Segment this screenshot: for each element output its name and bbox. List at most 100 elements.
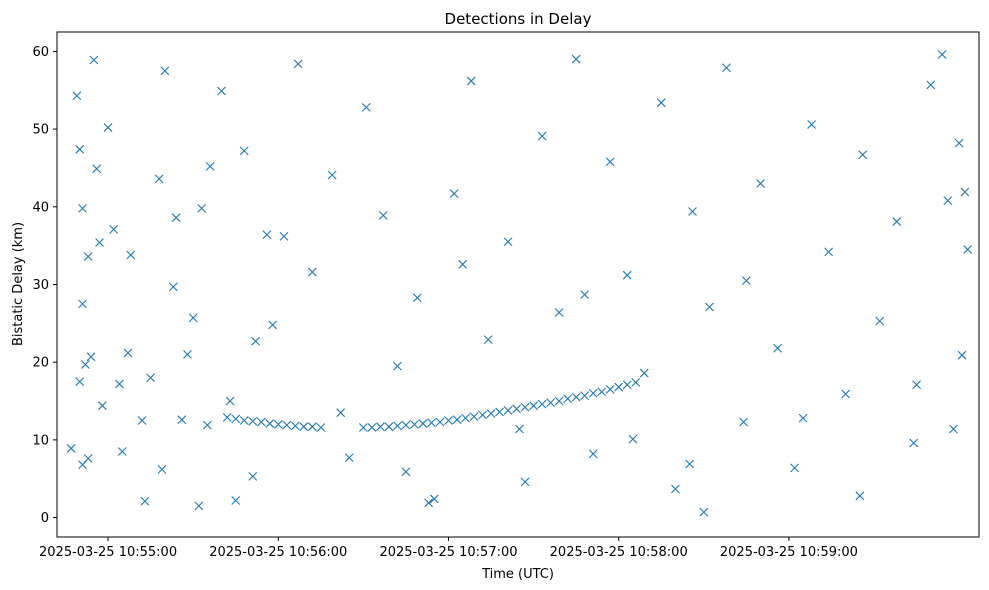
data-point (336, 408, 346, 418)
data-point (239, 416, 249, 425)
data-point (384, 422, 394, 432)
data-point (248, 416, 258, 426)
data-point (157, 465, 167, 474)
data-point (444, 416, 453, 425)
data-point (588, 449, 598, 459)
data-point (427, 418, 436, 428)
data-point (66, 444, 76, 453)
data-point (807, 120, 817, 129)
data-point (656, 98, 666, 108)
data-point (80, 360, 90, 369)
data-point (960, 187, 970, 197)
data-point (503, 405, 513, 415)
data-point (78, 299, 87, 309)
data-point (299, 422, 309, 432)
data-point (841, 389, 851, 399)
data-point (699, 507, 709, 517)
x-axis-ticks: 2025-03-25 10:55:00 2025-03-25 10:56:00 20… (39, 537, 858, 560)
data-point (529, 401, 538, 411)
data-point (358, 423, 368, 432)
data-point (140, 496, 150, 506)
data-point (98, 401, 107, 411)
y-axis-ticks: 0 10 20 30 40 50 60 (32, 45, 57, 526)
data-point (137, 416, 147, 425)
data-point (75, 144, 85, 154)
data-point (86, 352, 96, 362)
data-point (393, 361, 402, 371)
data-point (307, 422, 317, 432)
data-point (773, 343, 782, 353)
data-point (89, 55, 99, 65)
data-point (943, 196, 953, 205)
data-point (435, 417, 445, 427)
data-point (954, 138, 964, 148)
data-point (202, 420, 212, 430)
data-point (503, 237, 513, 247)
data-point (520, 477, 530, 487)
data-point (239, 146, 249, 156)
data-point (520, 402, 530, 412)
data-point (546, 398, 556, 407)
data-point (741, 276, 751, 286)
data-point (146, 373, 156, 383)
data-point (685, 459, 695, 469)
data-point (412, 293, 422, 303)
data-point (197, 203, 207, 213)
data-point (554, 308, 564, 317)
data-point (605, 157, 615, 167)
data-point (378, 210, 388, 220)
data-point (92, 164, 102, 174)
data-point (790, 463, 799, 473)
y-tick-label: 20 (32, 356, 49, 371)
x-axis-title: Time (UTC) (481, 567, 554, 582)
y-tick-label: 30 (32, 278, 49, 293)
data-point (722, 63, 731, 73)
data-point (912, 380, 921, 390)
data-point (937, 50, 947, 59)
data-point (231, 496, 241, 505)
data-point (957, 350, 967, 360)
data-point (622, 380, 632, 390)
data-point (75, 377, 85, 387)
data-point (458, 259, 468, 269)
data-point (631, 378, 641, 387)
data-point (949, 424, 958, 434)
data-point (327, 170, 337, 180)
data-point (265, 419, 275, 428)
data-point (892, 217, 902, 226)
data-point (926, 80, 936, 90)
data-point (515, 424, 524, 434)
data-point (251, 336, 260, 346)
data-point (875, 316, 885, 326)
data-point (798, 413, 808, 423)
data-point (109, 224, 119, 234)
data-point (855, 491, 865, 501)
data-point (183, 350, 192, 359)
plot-area (57, 32, 979, 537)
data-point (469, 412, 479, 421)
data-point (537, 131, 547, 141)
data-point (225, 396, 235, 406)
data-point (117, 447, 127, 456)
data-point (344, 453, 354, 463)
data-point (268, 320, 277, 330)
data-point (393, 421, 402, 431)
data-point (171, 213, 181, 223)
data-point (512, 404, 521, 414)
data-point (168, 282, 178, 292)
data-point (361, 102, 371, 112)
data-point (78, 203, 87, 213)
data-point (401, 420, 411, 430)
y-tick-label: 40 (32, 200, 49, 215)
data-point (307, 267, 317, 277)
y-tick-label: 10 (32, 433, 49, 448)
data-point (580, 290, 590, 299)
data-point (95, 238, 104, 247)
data-point (279, 231, 289, 241)
data-point (554, 396, 564, 406)
data-point (571, 54, 581, 64)
data-point (123, 348, 133, 358)
data-points (66, 50, 973, 517)
data-point (205, 162, 215, 171)
